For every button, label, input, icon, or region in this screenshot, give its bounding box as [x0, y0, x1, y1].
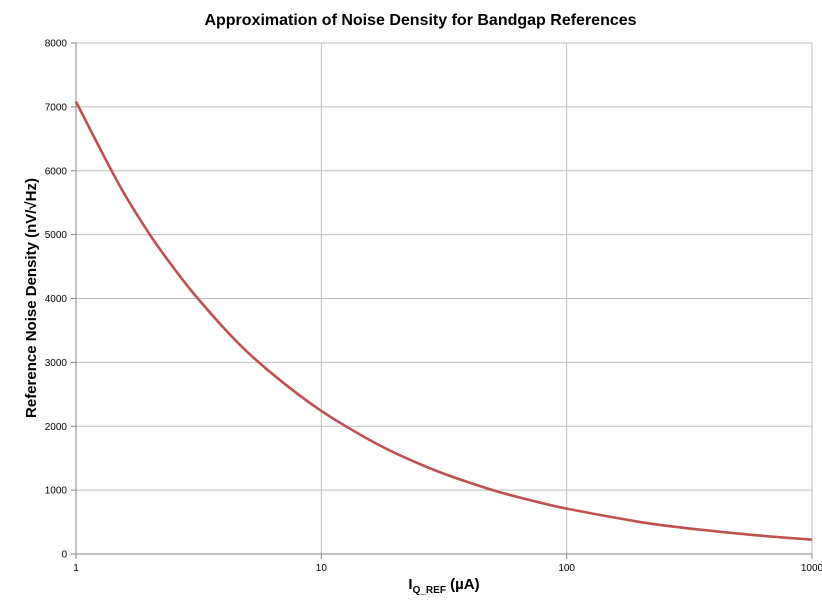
x-tick-label: 10 — [316, 563, 328, 574]
gridlines — [76, 42, 813, 554]
y-tick-label: 3000 — [45, 358, 68, 369]
y-tick-label: 7000 — [45, 102, 68, 113]
x-axis-title: IQ_REF (µA) — [408, 576, 479, 596]
axes — [71, 42, 813, 559]
chart-title: Approximation of Noise Density for Bandg… — [204, 12, 637, 29]
y-tick-label: 2000 — [45, 422, 68, 433]
y-tick-label: 8000 — [45, 39, 68, 50]
x-axis-title-units: (µA) — [446, 576, 480, 593]
x-tick-label: 1 — [73, 563, 79, 574]
x-tick-label: 100 — [558, 563, 575, 574]
x-axis-title-subscript: Q_REF — [413, 585, 446, 596]
y-tick-label: 5000 — [45, 230, 68, 241]
y-tick-labels: 0 1000 2000 3000 4000 5000 6000 7000 8000 — [45, 39, 68, 561]
x-tick-label: 1000 — [801, 563, 822, 574]
y-axis-title: Reference Noise Density (nV/√Hz) — [23, 178, 40, 418]
x-tick-labels: 1 10 100 1000 — [73, 563, 822, 574]
series-line — [74, 101, 813, 541]
y-tick-label: 1000 — [45, 486, 68, 497]
x-axis-title-main: I — [408, 576, 412, 593]
y-tick-label: 0 — [61, 550, 67, 561]
y-tick-label: 4000 — [45, 294, 68, 305]
series-layer — [74, 101, 813, 541]
y-tick-label: 6000 — [45, 166, 68, 177]
